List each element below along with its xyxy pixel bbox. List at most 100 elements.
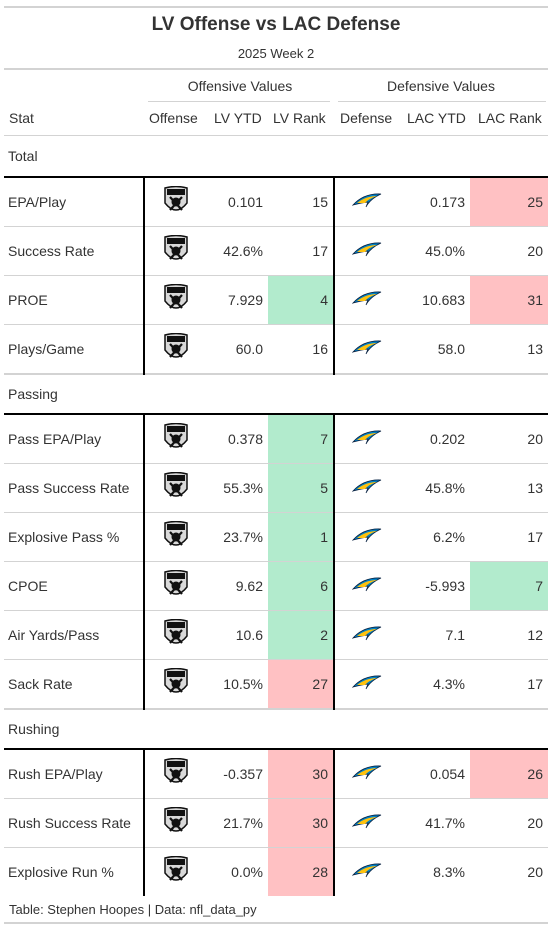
stat-name: Explosive Pass %	[4, 512, 145, 562]
lac-rank-value: 13	[470, 324, 548, 374]
raiders-logo-icon	[163, 855, 189, 889]
lac-ytd-value: 0.173	[398, 176, 470, 227]
table-row: Rush EPA/Play -0.357 30 0.054 26	[4, 748, 548, 799]
column-header-lv-rank: LV Rank	[273, 110, 326, 126]
group-label: Passing	[4, 373, 548, 414]
stat-name: Rush EPA/Play	[4, 748, 145, 799]
defense-logo-cell	[334, 659, 398, 709]
defense-logo-cell	[334, 512, 398, 562]
lac-rank-value: 26	[470, 748, 548, 799]
column-header-defense: Defense	[340, 110, 393, 126]
lv-ytd-value: 55.3%	[206, 463, 268, 513]
chargers-logo-icon	[351, 624, 382, 647]
lv-ytd-value: 0.378	[206, 413, 268, 464]
group-label: Total	[4, 135, 548, 177]
stat-name: Air Yards/Pass	[4, 610, 145, 660]
stats-table: Total EPA/Play 0.101 15 0.173 25 Success Rate 4…	[4, 135, 548, 896]
lv-rank-value: 4	[268, 275, 335, 325]
lv-ytd-value: -0.357	[206, 748, 268, 799]
group-row: Total	[4, 135, 548, 177]
chargers-logo-icon	[351, 428, 382, 451]
chargers-logo-icon	[351, 575, 382, 598]
lv-ytd-value: 21.7%	[206, 798, 268, 848]
lac-ytd-value: 58.0	[398, 324, 470, 374]
defense-logo-cell	[334, 324, 398, 374]
chargers-logo-icon	[351, 763, 382, 786]
lac-ytd-value: 7.1	[398, 610, 470, 660]
spanner-offensive-values: Offensive Values	[187, 78, 293, 94]
offense-logo-cell	[144, 610, 206, 660]
lv-rank-value: 28	[268, 847, 335, 896]
table-row: Air Yards/Pass 10.6 2 7.1 12	[4, 610, 548, 660]
defense-logo-cell	[334, 561, 398, 611]
defense-logo-cell	[334, 463, 398, 513]
table-row: Success Rate 42.6% 17 45.0% 20	[4, 226, 548, 276]
lv-ytd-value: 10.6	[206, 610, 268, 660]
lac-rank-value: 20	[470, 226, 548, 276]
stat-name: Success Rate	[4, 226, 145, 276]
lv-ytd-value: 42.6%	[206, 226, 268, 276]
table-row: Explosive Pass % 23.7% 1 6.2% 17	[4, 512, 548, 562]
column-header-lv-ytd: LV YTD	[214, 110, 262, 126]
table-row: PROE 7.929 4 10.683 31	[4, 275, 548, 325]
lv-rank-value: 2	[268, 610, 335, 660]
lv-rank-value: 30	[268, 748, 335, 799]
defense-logo-cell	[334, 176, 398, 227]
table-row: Sack Rate 10.5% 27 4.3% 17	[4, 659, 548, 709]
chargers-logo-icon	[351, 861, 382, 884]
lac-rank-value: 25	[470, 176, 548, 227]
defense-logo-cell	[334, 275, 398, 325]
offense-logo-cell	[144, 748, 206, 799]
chargers-logo-icon	[351, 289, 382, 312]
lac-ytd-value: 10.683	[398, 275, 470, 325]
defense-logo-cell	[334, 226, 398, 276]
group-row: Rushing	[4, 708, 548, 749]
table-row: Pass EPA/Play 0.378 7 0.202 20	[4, 413, 548, 464]
offense-logo-cell	[144, 847, 206, 896]
spanner-line-offense	[148, 101, 330, 102]
lac-rank-value: 20	[470, 413, 548, 464]
lac-ytd-value: 45.0%	[398, 226, 470, 276]
table-row: EPA/Play 0.101 15 0.173 25	[4, 176, 548, 227]
lac-rank-value: 20	[470, 847, 548, 896]
lv-ytd-value: 60.0	[206, 324, 268, 374]
defense-logo-cell	[334, 610, 398, 660]
offense-logo-cell	[144, 798, 206, 848]
group-label: Rushing	[4, 708, 548, 749]
lac-rank-value: 7	[470, 561, 548, 611]
stat-name: Pass Success Rate	[4, 463, 145, 513]
lv-ytd-value: 10.5%	[206, 659, 268, 709]
raiders-logo-icon	[163, 667, 189, 701]
offense-logo-cell	[144, 275, 206, 325]
lv-rank-value: 27	[268, 659, 335, 709]
spanner-line-defense	[338, 101, 546, 102]
defense-logo-cell	[334, 798, 398, 848]
stat-name: Rush Success Rate	[4, 798, 145, 848]
offense-logo-cell	[144, 512, 206, 562]
lac-rank-value: 12	[470, 610, 548, 660]
offense-logo-cell	[144, 324, 206, 374]
lac-rank-value: 31	[470, 275, 548, 325]
lac-ytd-value: 0.054	[398, 748, 470, 799]
column-header-lac-ytd: LAC YTD	[407, 110, 466, 126]
lv-rank-value: 6	[268, 561, 335, 611]
table-row: CPOE 9.62 6 -5.993 7	[4, 561, 548, 611]
stat-name: EPA/Play	[4, 176, 145, 227]
lac-rank-value: 17	[470, 512, 548, 562]
lv-rank-value: 1	[268, 512, 335, 562]
table-row: Plays/Game 60.0 16 58.0 13	[4, 324, 548, 374]
lv-rank-value: 15	[268, 176, 335, 227]
offense-logo-cell	[144, 176, 206, 227]
raiders-logo-icon	[163, 422, 189, 456]
stat-name: Pass EPA/Play	[4, 413, 145, 464]
lv-rank-value: 5	[268, 463, 335, 513]
lv-ytd-value: 7.929	[206, 275, 268, 325]
raiders-logo-icon	[163, 757, 189, 791]
lv-rank-value: 30	[268, 798, 335, 848]
raiders-logo-icon	[163, 806, 189, 840]
lv-ytd-value: 23.7%	[206, 512, 268, 562]
lac-ytd-value: 45.8%	[398, 463, 470, 513]
lv-rank-value: 16	[268, 324, 335, 374]
lv-rank-value: 17	[268, 226, 335, 276]
